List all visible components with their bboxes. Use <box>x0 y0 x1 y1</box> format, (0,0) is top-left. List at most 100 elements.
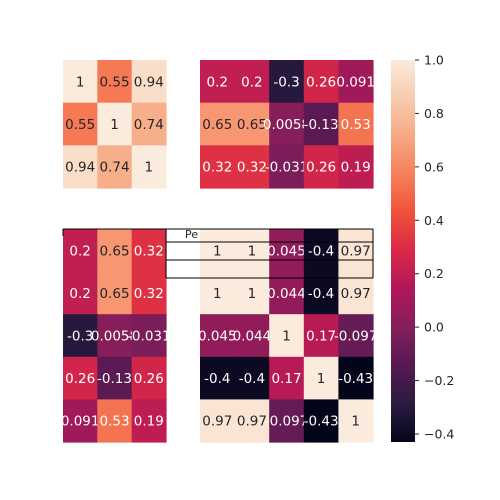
heatmap-cell <box>338 102 374 146</box>
heatmap-cell <box>131 145 167 189</box>
heatmap-cell-label: -0.031 <box>265 160 309 176</box>
heatmap-cell-label: -0.13 <box>304 117 339 133</box>
heatmap-cell <box>303 60 339 104</box>
heatmap-cell-label: -0.4 <box>308 286 334 302</box>
heatmap-cell <box>269 356 305 400</box>
heatmap-panel-bottom-right: 1 1 0.045 -0.4 0.971 1 0.044 -0.4 0.970.0450.044… <box>198 229 377 443</box>
heatmap-cell-label: 0.26 <box>134 371 164 387</box>
heatmap-cell <box>200 102 236 146</box>
heatmap-cell <box>63 356 98 400</box>
heatmap-cell-label: 0.53 <box>341 117 371 133</box>
heatmap-cell-label: 0.97 <box>341 243 371 259</box>
heatmap-cell-label: 0.65 <box>237 117 267 133</box>
heatmap-cell-label: 0.65 <box>99 286 129 302</box>
heatmap-cell-label: -0.13 <box>97 371 132 387</box>
heatmap-cell-label: 1 <box>248 243 257 259</box>
colorbar-ticks: 1.0 0.8 0.6 0.4 0.2 0.0 −0.2 −0.4 <box>415 53 454 441</box>
heatmap-cell <box>63 102 98 146</box>
heatmap-cell-label: 0.2 <box>207 74 228 90</box>
colorbar-tick-label: 0.4 <box>424 213 444 228</box>
heatmap-cell <box>63 271 98 315</box>
heatmap-cell-label: 1 <box>76 74 85 90</box>
heatmap-cell-label: 0.17 <box>271 371 301 387</box>
heatmap-cell <box>97 60 133 104</box>
heatmap-cell <box>303 102 339 146</box>
heatmap-cell <box>269 145 305 189</box>
heatmap-cell-label: 0.65 <box>202 117 232 133</box>
heatmap-cell <box>234 102 270 146</box>
heatmap-cell <box>97 102 133 146</box>
heatmap-cell <box>338 356 374 400</box>
heatmap-cell <box>269 60 305 104</box>
heatmap-cell-label: 1 <box>110 117 119 133</box>
heatmap-cell <box>131 229 167 273</box>
heatmap-cell <box>303 356 339 400</box>
heatmap-cell-label: 0.32 <box>237 160 267 176</box>
heatmap-cell <box>269 399 305 443</box>
heatmap-cell <box>131 399 167 443</box>
heatmap-cell-label: -0.4 <box>204 371 230 387</box>
heatmap-cell-label: 0.97 <box>202 414 232 430</box>
heatmap-cell <box>338 314 374 358</box>
heatmap-cell-label: 0.32 <box>134 243 164 259</box>
heatmap-cell-label: 0.044 <box>267 286 306 302</box>
heatmap-cell <box>269 314 305 358</box>
heatmap-panel-top-left: 1 0.55 0.940.55 1 0.740.94 0.74 1 <box>63 60 167 189</box>
heatmap-cell-label: 0.74 <box>134 117 164 133</box>
heatmap-cell <box>303 271 339 315</box>
heatmap-cell <box>63 314 98 358</box>
heatmap-cell-label: 0.2 <box>69 286 90 302</box>
colorbar-tick-label: 0.0 <box>424 320 444 335</box>
heatmap-cell-label: 0.0058 <box>91 329 138 345</box>
heatmap-cell-label: -0.3 <box>67 329 93 345</box>
heatmap-cell-label: -0.43 <box>338 371 373 387</box>
heatmap-cell <box>338 145 374 189</box>
colorbar-tick-label: 1.0 <box>424 53 444 68</box>
heatmap-cell <box>338 229 374 273</box>
heatmap-cell <box>338 399 374 443</box>
heatmap-cell-label: 0.65 <box>99 243 129 259</box>
heatmap-cell <box>97 356 133 400</box>
colorbar-tick-label: −0.2 <box>424 373 454 388</box>
colorbar: 1.0 0.8 0.6 0.4 0.2 0.0 −0.2 −0.4 <box>391 53 454 442</box>
heatmap-cell-label: 0.19 <box>341 160 371 176</box>
heatmap-cell-label: 0.97 <box>237 414 267 430</box>
heatmap-cell-label: -0.4 <box>308 243 334 259</box>
heatmap-cell <box>269 229 305 273</box>
heatmap-panel-bottom-left: 0.2 0.65 0.32 0.2 0.65 0.32 -0.30.0058-0.031 0.… <box>61 229 171 443</box>
heatmap-cell <box>97 145 133 189</box>
heatmap-cell <box>97 314 133 358</box>
heatmap-cell <box>63 399 98 443</box>
heatmap-cell <box>338 60 374 104</box>
heatmap-cell <box>200 145 236 189</box>
heatmap-cell-label: -0.3 <box>273 74 299 90</box>
heatmap-cell-label: 0.94 <box>134 74 164 90</box>
heatmap-cell-label: 0.74 <box>99 160 129 176</box>
heatmap-cell-label: -0.4 <box>239 371 265 387</box>
heatmap-cell-label: 0.091 <box>336 74 375 90</box>
heatmap-cell-label: 0.26 <box>306 74 336 90</box>
heatmap-cell-label: 1 <box>351 414 360 430</box>
heatmap-cell-label: 0.2 <box>241 74 262 90</box>
heatmap-cell <box>303 145 339 189</box>
heatmap-cell-label: 0.26 <box>306 160 336 176</box>
heatmap-cell-label: 0.045 <box>267 243 306 259</box>
heatmap-cell <box>234 356 270 400</box>
heatmap-cell-label: -0.097 <box>265 414 309 430</box>
heatmap-cell <box>97 229 133 273</box>
heatmap-cell-label: 1 <box>317 371 326 387</box>
heatmap-cell-label: -0.43 <box>304 414 339 430</box>
heatmap-cell-label: 0.53 <box>99 414 129 430</box>
heatmap-cell <box>269 102 305 146</box>
heatmap-cell-label: 1 <box>213 286 222 302</box>
heatmap-cell-label: 0.97 <box>341 286 371 302</box>
heatmap-cell <box>131 356 167 400</box>
heatmap-cell-label: 1 <box>248 286 257 302</box>
heatmap-cell <box>234 60 270 104</box>
heatmap-cell-label: 0.0058 <box>263 117 310 133</box>
heatmap-cell-label: 0.32 <box>134 286 164 302</box>
table-header-label: Pe <box>185 228 198 241</box>
heatmap-cell <box>97 399 133 443</box>
colorbar-tick-label: 0.6 <box>424 159 444 174</box>
heatmap-cell-label: 1 <box>282 329 291 345</box>
